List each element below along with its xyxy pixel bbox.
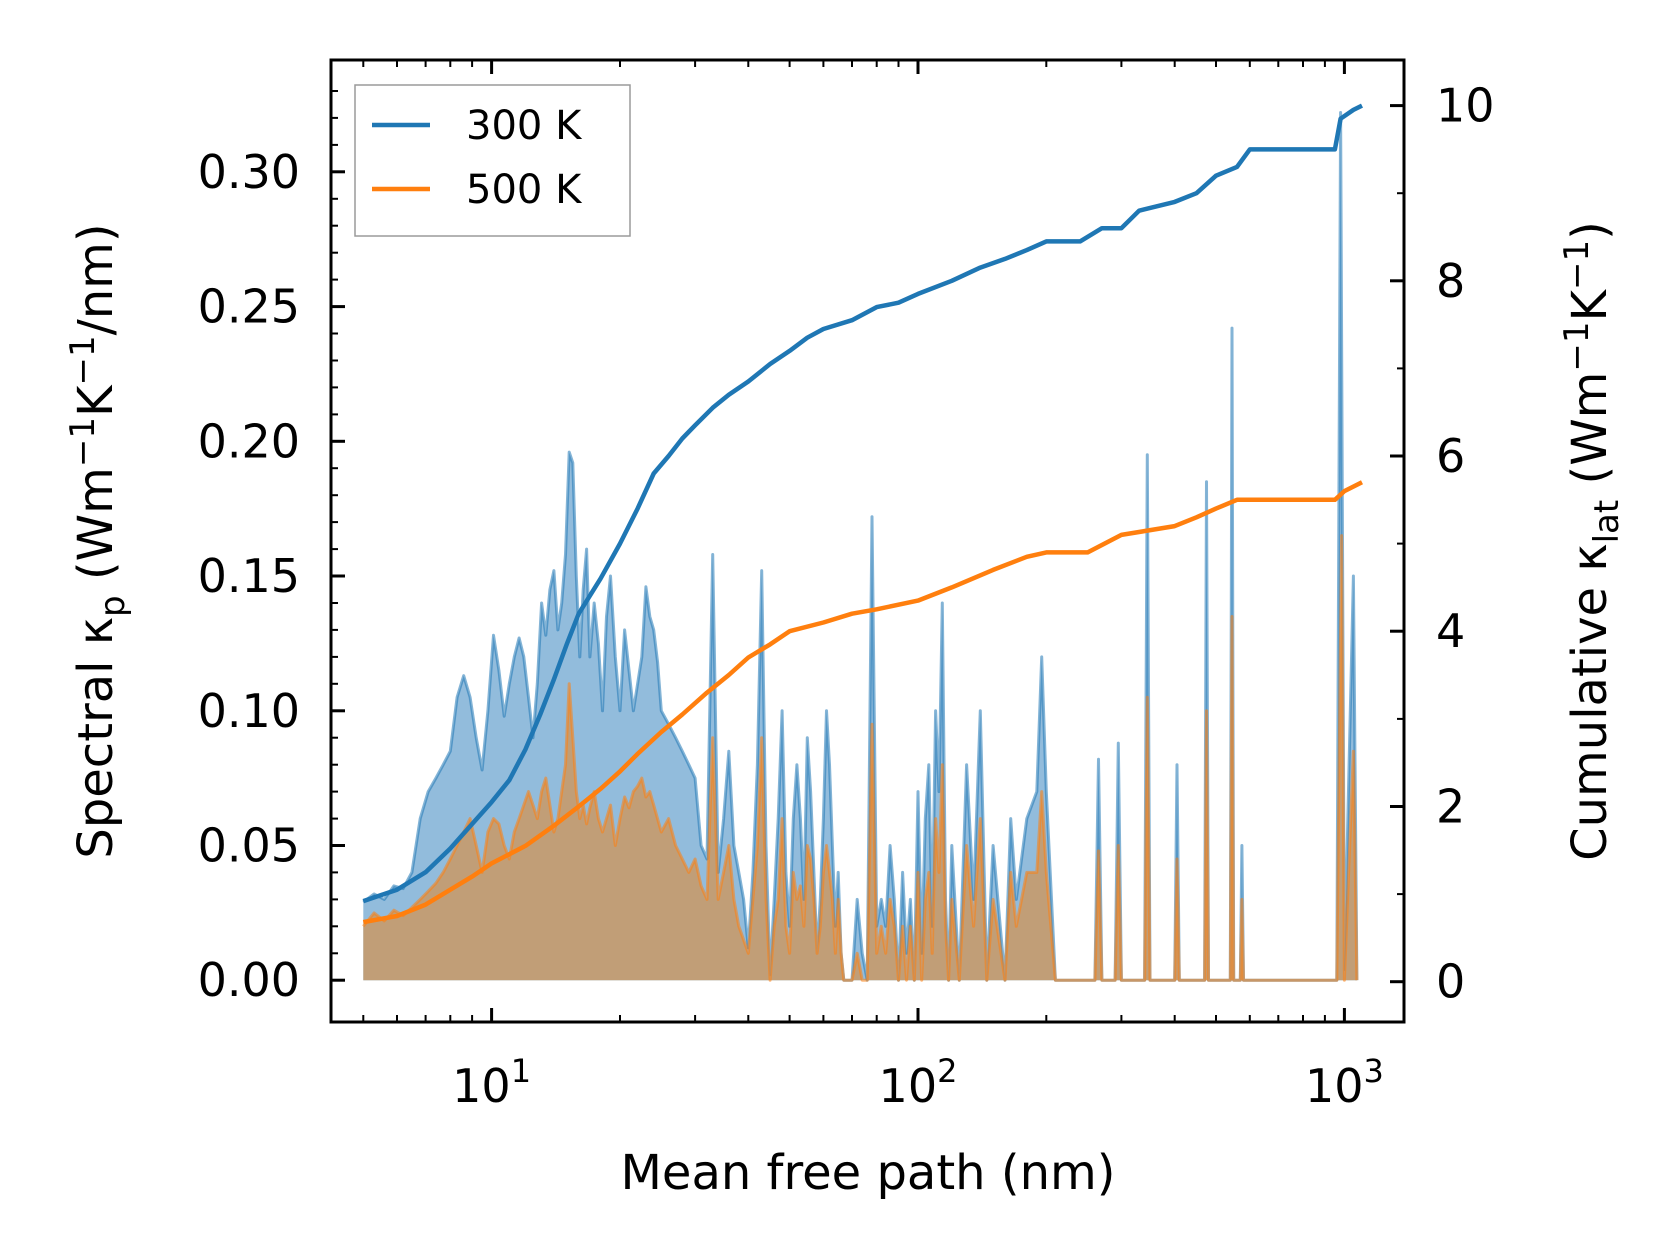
- y-right-tick-label: 2: [1436, 780, 1465, 834]
- spectral-line-500K: [362, 534, 1359, 982]
- y-right-tick-label: 4: [1436, 604, 1465, 658]
- spectral-fill-layer: [362, 111, 1359, 982]
- x-tick-label: 101: [452, 1052, 531, 1113]
- spectral-area-300K: [363, 112, 1357, 981]
- spectral-area-500K: [363, 535, 1357, 981]
- tick-layer: 101 102 103 0.00 0.05 0.10 0.15 0.20 0.25 0.30 0 2 4…: [198, 60, 1495, 1113]
- cumulative-line-500K: [362, 480, 1364, 925]
- y-axis-right-title-sub: lat: [1587, 500, 1627, 544]
- y-left-tick-label: 0.30: [198, 145, 300, 199]
- legend-label-300K: 300 K: [466, 103, 583, 149]
- y-left-tick-label: 0.00: [198, 953, 300, 1007]
- y-left-tick-label: 0.05: [198, 819, 300, 873]
- plot-frame: [329, 58, 1406, 1024]
- x-axis-title: Mean free path (nm): [621, 1145, 1116, 1201]
- y-left-tick-label: 0.10: [198, 684, 300, 738]
- x-tick-label: 102: [879, 1052, 958, 1113]
- x-tick-label: 103: [1305, 1052, 1384, 1113]
- y-right-tick-label: 6: [1436, 429, 1465, 483]
- cumulative-line-300K: [362, 103, 1364, 904]
- y-left-tick-label: 0.20: [198, 414, 300, 468]
- legend: 300 K 500 K: [354, 84, 631, 237]
- legend-frame: [354, 84, 631, 237]
- y-axis-left-title: Spectral κp (Wm−1K−1/nm): [63, 223, 133, 858]
- legend-label-500K: 500 K: [466, 167, 583, 213]
- cumulative-line-layer: [362, 103, 1364, 925]
- y-left-tick-label: 0.25: [198, 280, 300, 334]
- y-right-tick-label: 0: [1436, 955, 1465, 1009]
- y-axis-left-title-sub: p: [93, 595, 133, 617]
- y-right-tick-label: 8: [1436, 254, 1465, 308]
- y-axis-right-title: Cumulative κlat (Wm−1K−1): [1557, 221, 1627, 861]
- y-left-tick-label: 0.15: [198, 549, 300, 603]
- y-right-tick-label: 10: [1436, 79, 1495, 133]
